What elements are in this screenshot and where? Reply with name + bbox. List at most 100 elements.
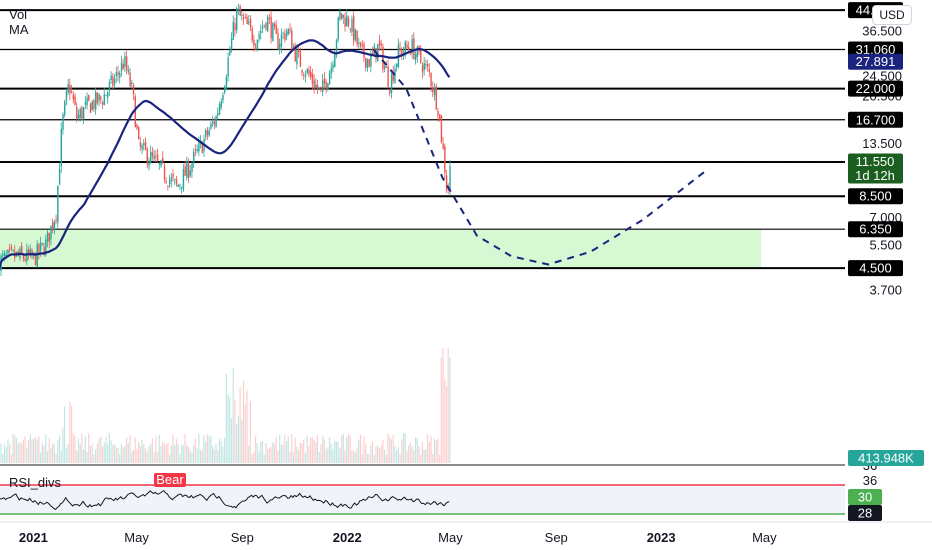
volume-bar — [220, 440, 222, 463]
candle-body — [430, 73, 432, 87]
candle-body — [129, 72, 131, 87]
candle-body — [249, 18, 252, 27]
candle-body — [234, 23, 236, 31]
candle-body — [10, 246, 13, 250]
volume-bar — [332, 449, 334, 463]
candle-body — [421, 65, 424, 73]
candle-body — [408, 47, 410, 50]
volume-bar — [17, 443, 19, 463]
volume-bar — [218, 438, 221, 463]
volume-bar — [413, 450, 415, 463]
currency-button[interactable]: USD — [872, 5, 912, 25]
volume-bar — [426, 434, 429, 463]
candle-body — [318, 87, 321, 89]
volume-bar — [430, 435, 432, 463]
price-axis-tick: 13.500 — [862, 136, 902, 151]
volume-bar — [291, 433, 293, 463]
volume-bar — [201, 449, 203, 463]
candle-body — [53, 221, 56, 231]
volume-bar — [196, 448, 198, 463]
volume-bar — [72, 433, 74, 463]
volume-bar — [86, 451, 88, 463]
volume-bar — [7, 439, 9, 463]
candle-body — [296, 50, 298, 65]
volume-bar — [246, 389, 248, 463]
candle-body — [351, 18, 353, 32]
volume-bar — [165, 444, 167, 463]
volume-bar — [359, 434, 362, 463]
volume-bar — [189, 450, 191, 463]
volume-bar — [256, 443, 258, 463]
volume-bar — [225, 373, 227, 463]
rsi-lower-badge-bg — [848, 505, 882, 521]
candle-body — [21, 245, 23, 254]
volume-bar — [277, 450, 279, 463]
volume-bar — [205, 441, 207, 463]
candle-body — [158, 163, 161, 165]
candle-body — [112, 76, 114, 86]
level-badge-bg — [848, 80, 903, 97]
volume-bar — [229, 397, 231, 463]
volume-bar — [108, 433, 110, 463]
volume-bar — [141, 440, 143, 463]
candle-body — [385, 67, 388, 69]
volume-bar — [222, 446, 224, 463]
volume-bar — [397, 447, 399, 463]
candle-body — [272, 23, 274, 42]
candle-body — [205, 129, 207, 137]
volume-bar — [156, 451, 159, 463]
candle-body — [125, 56, 128, 71]
candle-body — [224, 86, 226, 93]
candle-body — [217, 113, 219, 116]
price-axis-tick: 5.500 — [869, 237, 902, 252]
volume-bar — [96, 443, 98, 463]
volume-bar — [129, 435, 131, 463]
candle-body — [95, 91, 97, 110]
volume-bar — [213, 449, 215, 463]
candle-body — [244, 17, 247, 19]
volume-bar — [423, 449, 425, 463]
candle-body — [340, 13, 343, 19]
volume-bar — [351, 451, 353, 463]
candle-body — [136, 124, 138, 129]
candle-body — [43, 246, 45, 256]
candle-body — [279, 43, 281, 51]
volume-bar — [22, 439, 24, 463]
volume-bar — [163, 443, 166, 463]
candle-body — [58, 168, 61, 185]
volume-bar — [46, 451, 49, 463]
volume-bar — [373, 454, 375, 463]
rsi-axis-tick: 36 — [863, 473, 877, 488]
candle-body — [232, 22, 235, 40]
rsi-label: RSI_divs — [9, 475, 62, 490]
level-badge: 6.350 — [859, 222, 892, 237]
candle-body — [81, 107, 83, 119]
volume-bar — [406, 450, 408, 463]
candle-body — [267, 16, 269, 32]
candle-body — [115, 72, 118, 77]
volume-bar — [371, 442, 374, 463]
volume-bar — [437, 439, 439, 463]
volume-bar — [444, 379, 446, 463]
volume-bar — [69, 401, 71, 463]
candle-body — [423, 63, 425, 71]
candle-body — [263, 24, 265, 27]
candle-body — [335, 39, 338, 52]
candle-body — [89, 103, 92, 113]
candle-body — [7, 249, 9, 253]
volume-bar — [394, 446, 396, 463]
candle-body — [440, 115, 443, 142]
volume-bar — [416, 438, 418, 463]
volume-bar — [55, 454, 57, 463]
volume-bar — [318, 451, 320, 463]
volume-bar — [27, 439, 30, 463]
candle-body — [165, 180, 167, 183]
volume-bar — [76, 450, 78, 463]
volume-bar — [112, 444, 114, 463]
volume-bar — [311, 437, 313, 463]
candle-body — [394, 68, 396, 83]
candle-body — [330, 67, 333, 74]
candle-body — [311, 73, 314, 84]
